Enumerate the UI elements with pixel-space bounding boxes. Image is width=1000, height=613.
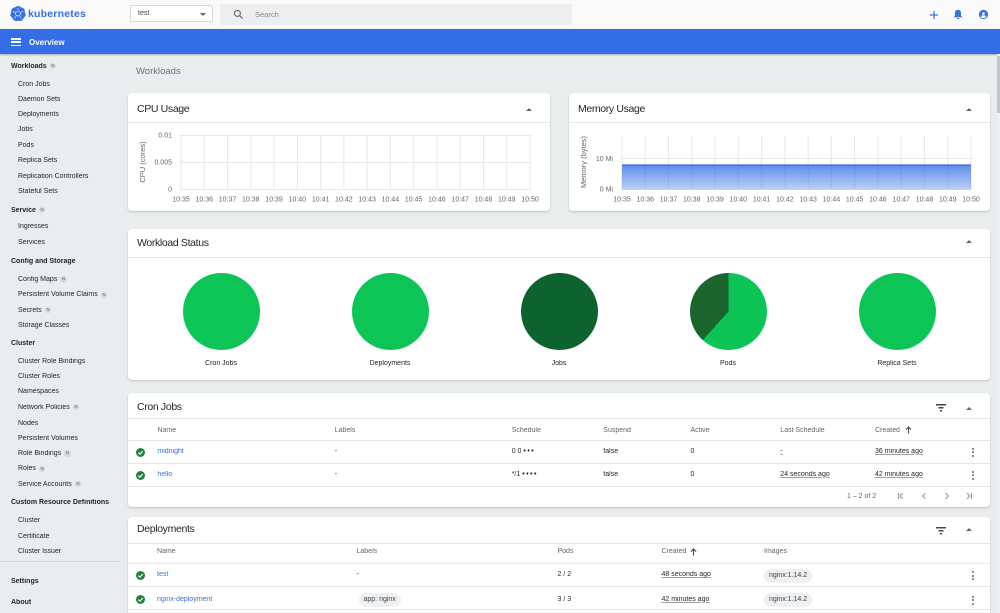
svg-text:10:37: 10:37 [660,197,678,204]
svg-text:0: 0 [168,187,172,194]
svg-text:10:50: 10:50 [962,197,980,204]
svg-text:10:48: 10:48 [916,197,934,204]
svg-text:10:42: 10:42 [335,197,353,204]
svg-text:10:45: 10:45 [405,197,423,204]
svg-text:10:39: 10:39 [706,197,724,204]
svg-text:0.005: 0.005 [154,160,172,167]
svg-text:10:44: 10:44 [823,197,841,204]
svg-text:10:36: 10:36 [637,197,655,204]
svg-text:0.01: 0.01 [158,133,172,140]
svg-text:Memory (bytes): Memory (bytes) [579,135,588,188]
svg-text:10:47: 10:47 [892,197,910,204]
svg-text:10:41: 10:41 [753,197,771,204]
svg-text:10:35: 10:35 [172,197,190,204]
svg-text:10:47: 10:47 [451,197,469,204]
svg-text:10:40: 10:40 [289,197,307,204]
svg-text:10:49: 10:49 [498,197,516,204]
svg-text:10:41: 10:41 [312,197,330,204]
svg-text:10:39: 10:39 [265,197,283,204]
svg-text:CPU (cores): CPU (cores) [138,141,147,183]
svg-text:10:43: 10:43 [799,197,817,204]
svg-text:10:43: 10:43 [358,197,376,204]
svg-text:10:46: 10:46 [428,197,446,204]
svg-text:0 Mi: 0 Mi [600,187,614,194]
svg-text:10:38: 10:38 [683,197,701,204]
svg-text:10:49: 10:49 [939,197,957,204]
svg-text:10:37: 10:37 [219,197,237,204]
svg-text:10 Mi: 10 Mi [596,156,614,163]
svg-text:10:46: 10:46 [869,197,887,204]
svg-text:10:42: 10:42 [776,197,794,204]
svg-text:10:40: 10:40 [730,197,748,204]
svg-text:10:48: 10:48 [475,197,493,204]
svg-text:10:38: 10:38 [242,197,260,204]
svg-text:10:44: 10:44 [382,197,400,204]
svg-text:10:35: 10:35 [613,197,631,204]
svg-text:10:36: 10:36 [196,197,214,204]
svg-text:10:50: 10:50 [521,197,539,204]
svg-text:10:45: 10:45 [846,197,864,204]
